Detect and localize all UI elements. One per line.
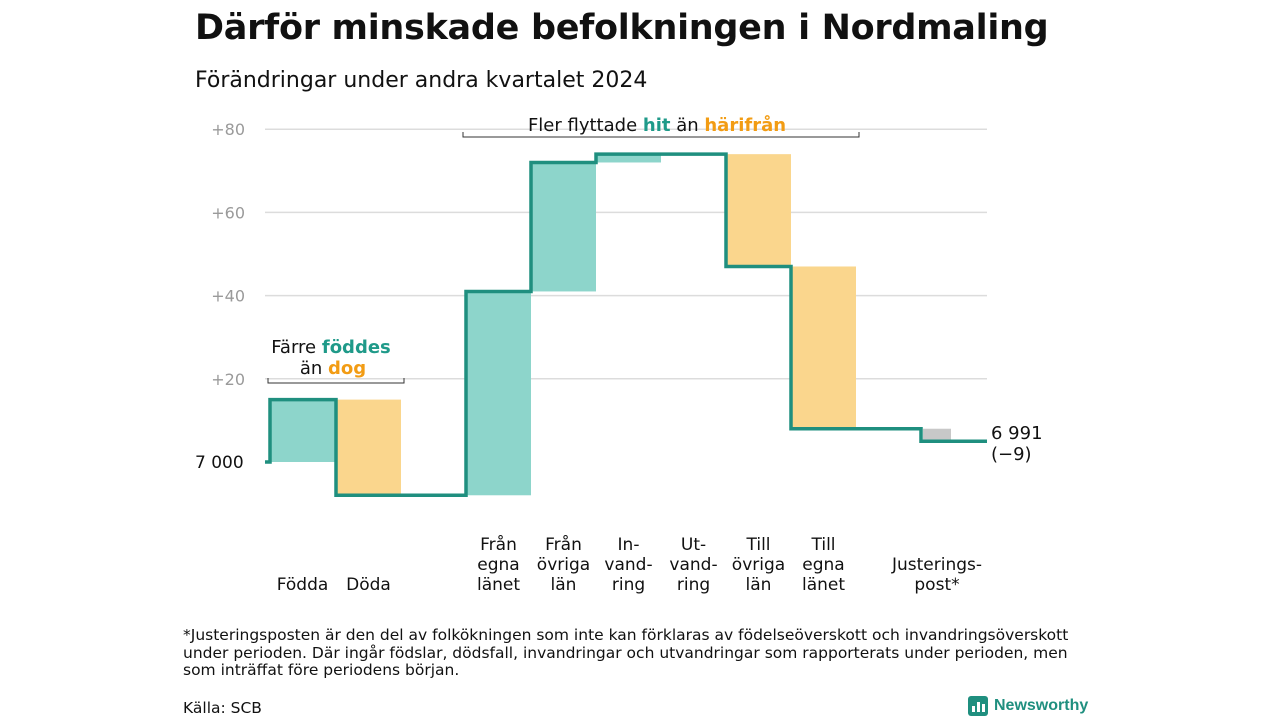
category-label: vand-	[604, 555, 652, 575]
category-label: län	[551, 575, 577, 595]
y-tick-label: +40	[211, 287, 245, 306]
category-label: ring	[612, 575, 645, 595]
category-label: ring	[677, 575, 710, 595]
category-label: post*	[914, 575, 959, 595]
category-label: län	[746, 575, 772, 595]
waterfall-bar	[726, 154, 791, 267]
category-label: Till	[810, 535, 835, 555]
category-label: Döda	[346, 575, 391, 595]
category-label: länet	[477, 575, 520, 595]
y-tick-label: +20	[211, 370, 245, 389]
chart-subtitle: Förändringar under andra kvartalet 2024	[195, 68, 648, 93]
category-label: länet	[802, 575, 845, 595]
category-label: Från	[545, 534, 582, 555]
category-label: egna	[477, 555, 519, 575]
category-label: Justerings-	[891, 555, 982, 575]
end-value-label: 6 991	[991, 423, 1043, 444]
baseline-label: 7 000	[195, 453, 244, 473]
category-label: Ut-	[681, 535, 706, 555]
category-label: övriga	[537, 555, 590, 575]
waterfall-bar	[596, 154, 661, 163]
category-label: vand-	[669, 555, 717, 575]
category-label: Födda	[277, 575, 329, 595]
category-label: Från	[480, 534, 517, 555]
migration-bracket	[462, 132, 860, 138]
waterfall-bar	[336, 399, 401, 496]
waterfall-bar	[466, 291, 531, 496]
end-change-label: (−9)	[991, 444, 1032, 465]
waterfall-bar	[270, 399, 335, 462]
category-label: övriga	[732, 555, 785, 575]
chart-title: Därför minskade befolkningen i Nordmalin…	[195, 8, 1049, 48]
y-tick-label: +60	[211, 203, 245, 222]
migration-annotation: Fler flyttade hit än härifrån	[528, 114, 786, 136]
brand-name: Newsworthy	[994, 697, 1089, 714]
waterfall-bar	[923, 428, 951, 442]
births-annotation-line1: Färre föddes	[271, 337, 391, 358]
births-bracket	[267, 378, 405, 384]
category-label: Till	[745, 535, 770, 555]
y-tick-label: +80	[211, 120, 245, 139]
newsworthy-logo: Newsworthy	[968, 696, 1088, 716]
waterfall-bar	[791, 266, 856, 429]
newsworthy-logo-icon	[968, 696, 988, 716]
category-label: In-	[618, 535, 640, 555]
footnote: *Justeringsposten är den del av folkökni…	[183, 626, 1069, 679]
category-label: egna	[802, 555, 844, 575]
source-label: Källa: SCB	[183, 699, 262, 717]
waterfall-bar	[531, 162, 596, 292]
step-line	[265, 152, 987, 498]
births-annotation-line2: än dog	[300, 358, 366, 379]
